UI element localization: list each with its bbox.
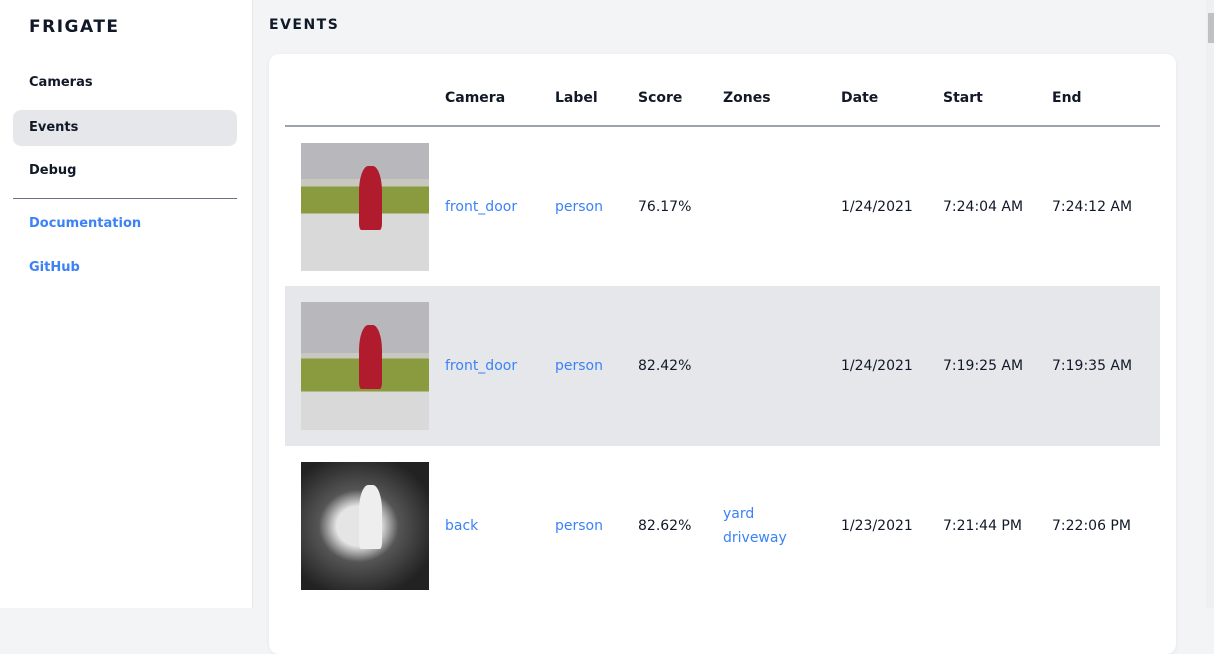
zones	[723, 286, 841, 446]
zones: yard driveway	[723, 446, 841, 606]
sidebar-item-cameras[interactable]: Cameras	[29, 75, 93, 90]
table-row[interactable]: front_door person 82.42% 1/24/2021 7:19:…	[285, 286, 1160, 446]
event-thumbnail[interactable]	[301, 142, 429, 271]
col-zones: Zones	[723, 54, 841, 127]
col-camera: Camera	[445, 54, 555, 127]
end-time: 7:22:06 PM	[1052, 518, 1131, 534]
sidebar-item-events[interactable]: Events	[13, 110, 237, 146]
camera-link[interactable]: front_door	[445, 198, 518, 215]
score: 82.62%	[638, 518, 692, 534]
camera-link[interactable]: back	[445, 518, 479, 534]
table-row[interactable]: front_door person 76.17% 1/24/2021 7:24:…	[285, 126, 1160, 286]
col-end: End	[1052, 54, 1160, 127]
col-label: Label	[555, 54, 638, 127]
label-link[interactable]: person	[555, 198, 603, 215]
score: 82.42%	[638, 286, 723, 446]
start-time: 7:21:44 PM	[943, 518, 1022, 534]
zone-link[interactable]: driveway	[723, 530, 787, 546]
events-table: Camera Label Score Zones Date Start End …	[285, 54, 1160, 606]
end-time: 7:19:35 AM	[1052, 286, 1160, 446]
scrollbar[interactable]	[1206, 0, 1214, 608]
sidebar-divider	[13, 198, 237, 199]
label-link[interactable]: person	[555, 518, 603, 534]
start-time: 7:19:25 AM	[943, 286, 1052, 446]
sidebar-item-debug[interactable]: Debug	[29, 163, 77, 178]
col-date: Date	[841, 54, 943, 127]
end-time: 7:24:12 AM	[1052, 198, 1133, 215]
sidebar-link-documentation[interactable]: Documentation	[29, 216, 142, 231]
col-start: Start	[943, 54, 1052, 127]
sidebar: FRIGATE Cameras Events Debug Documentati…	[0, 0, 253, 608]
page-title: EVENTS	[269, 17, 340, 33]
table-row[interactable]: back person 82.62% yard driveway 1/23/202…	[285, 446, 1160, 606]
score: 76.17%	[638, 198, 692, 215]
date: 1/23/2021	[841, 518, 913, 534]
zones	[723, 126, 841, 286]
camera-link[interactable]: front_door	[445, 286, 555, 446]
date: 1/24/2021	[841, 286, 943, 446]
event-thumbnail[interactable]	[301, 462, 429, 590]
zone-link[interactable]: yard	[723, 506, 755, 522]
col-thumbnail	[285, 54, 445, 127]
label-link[interactable]: person	[555, 286, 638, 446]
start-time: 7:24:04 AM	[943, 198, 1024, 215]
event-thumbnail[interactable]	[301, 302, 429, 430]
date: 1/24/2021	[841, 198, 913, 215]
main-content: EVENTS Camera Label Score Zones Date Sta…	[253, 0, 1206, 654]
sidebar-link-github[interactable]: GitHub	[29, 260, 80, 275]
scrollbar-thumb[interactable]	[1208, 13, 1214, 43]
table-header: Camera Label Score Zones Date Start End	[285, 54, 1160, 127]
col-score: Score	[638, 54, 723, 127]
events-card: Camera Label Score Zones Date Start End …	[269, 54, 1176, 654]
brand-logo: FRIGATE	[29, 17, 120, 37]
